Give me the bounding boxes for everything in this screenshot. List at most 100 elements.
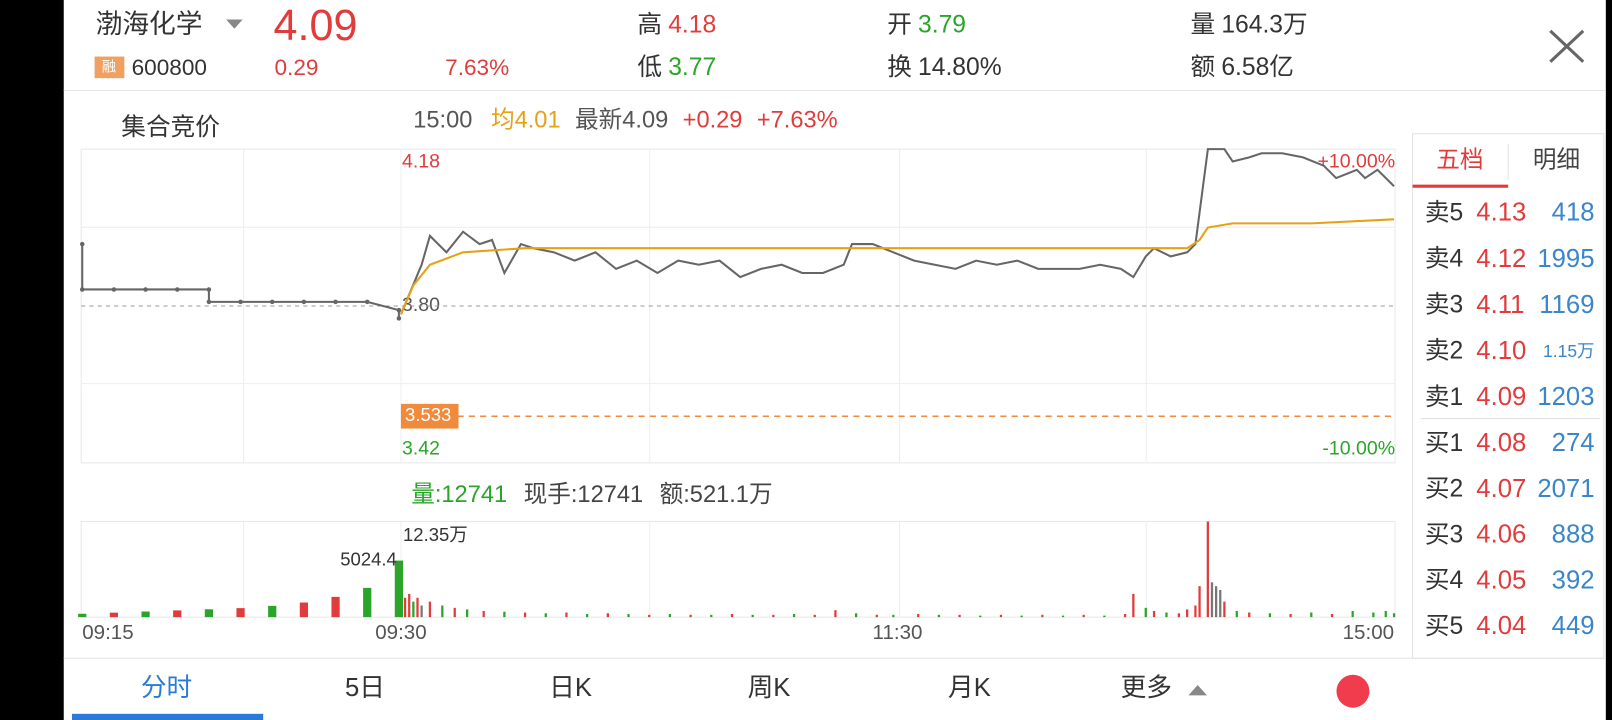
tab[interactable]: 分时 <box>141 673 192 702</box>
price-line <box>81 244 400 319</box>
volume-bar <box>1206 521 1209 618</box>
book-volume: 1203 <box>1537 383 1594 411</box>
stat: 换 14.80% <box>887 52 1002 80</box>
book-volume: 1.15万 <box>1543 341 1594 361</box>
stat-label: 开 <box>887 11 912 38</box>
book-tab[interactable]: 明细 <box>1533 147 1580 174</box>
tag-box <box>94 56 125 79</box>
volume-bar <box>268 605 277 618</box>
reference-label-box <box>400 403 459 429</box>
book-label: 买2 <box>1425 476 1463 503</box>
tab[interactable]: 日K <box>549 674 592 702</box>
plot-frame <box>80 520 1396 618</box>
price-point <box>174 287 180 292</box>
volume-bar <box>78 613 87 618</box>
tab[interactable]: 周K <box>748 674 791 702</box>
reference-label: 3.533 <box>405 404 451 425</box>
x-tick-label: 15:00 <box>1343 621 1394 644</box>
volume-bar <box>412 601 415 618</box>
amount: 额:521.1万 <box>660 481 773 508</box>
tag: 融 <box>102 59 116 76</box>
vol: 量:12741 <box>411 482 507 508</box>
stat-value: 4.18 <box>668 11 716 38</box>
volume-bar <box>204 609 214 618</box>
stat-label: 低 <box>637 52 662 80</box>
volume-bar <box>751 614 754 618</box>
y-tick-label: 3.80 <box>402 294 440 316</box>
volume-bar <box>408 593 411 618</box>
volume-bar <box>466 609 469 618</box>
book-price: 4.13 <box>1476 199 1526 227</box>
volume-bar <box>565 612 568 618</box>
volume-bar <box>834 610 837 618</box>
volume-bar <box>999 614 1003 618</box>
stat: 额 6.58亿 <box>1190 52 1293 80</box>
volume-bar <box>331 596 340 618</box>
volume-bar <box>937 614 941 618</box>
book-volume: 274 <box>1552 429 1595 457</box>
volume-bar <box>1123 614 1127 618</box>
close-icon[interactable] <box>1549 29 1585 63</box>
price-point <box>364 299 370 305</box>
volume-bar <box>173 610 182 618</box>
price-point <box>333 299 338 305</box>
tab[interactable]: 5日 <box>345 674 385 702</box>
x-tick-label: 09:30 <box>375 621 426 644</box>
stat: 开 3.79 <box>887 11 966 38</box>
book-label: 卖3 <box>1425 291 1463 319</box>
annotation: 5024.4 <box>340 548 397 569</box>
volume-bar <box>1198 586 1201 618</box>
stat-value: 3.77 <box>668 53 716 80</box>
dropdown-icon[interactable] <box>226 19 243 29</box>
volume-bar <box>1310 612 1313 618</box>
stat-value: 164.3万 <box>1221 11 1307 38</box>
price-point <box>79 241 85 247</box>
book-price: 4.11 <box>1476 291 1524 319</box>
book-label: 买5 <box>1425 613 1463 640</box>
price-point <box>301 299 307 305</box>
float-button[interactable] <box>1336 674 1370 708</box>
y2-tick-label: +10.00% <box>1318 151 1396 173</box>
tab[interactable]: 月K <box>948 674 991 702</box>
code: 600800 <box>132 55 207 80</box>
volume-bar <box>1392 613 1396 618</box>
panel <box>63 0 1606 720</box>
volume-bar <box>792 614 796 618</box>
y2-tick-label: -10.00% <box>1322 438 1395 460</box>
book-label: 卖4 <box>1425 245 1463 273</box>
volume-bar <box>1235 610 1238 618</box>
book-label: 卖2 <box>1425 337 1463 365</box>
time: 15:00 <box>413 108 472 134</box>
volume-bar <box>544 613 547 618</box>
volume-bar <box>1214 586 1218 618</box>
y-tick-label: 12.35万 <box>403 524 468 545</box>
volume-bar <box>710 614 713 618</box>
volume-bar <box>1210 582 1214 618</box>
tabs: 分时 5日 日K 周K 月K 更多 <box>141 673 1172 702</box>
stat-label: 额 <box>1190 52 1215 80</box>
volume-bar <box>875 614 878 618</box>
tab[interactable]: 更多 <box>1121 673 1172 702</box>
book-price: 4.08 <box>1476 429 1526 457</box>
x-tick-label: 11:30 <box>873 621 923 644</box>
volume-bar <box>1223 601 1226 618</box>
volume-bar <box>141 611 150 618</box>
volume-bar <box>627 614 630 618</box>
book-price: 4.12 <box>1476 245 1526 273</box>
volume-bar <box>1194 605 1197 618</box>
avg-label: 均 <box>491 107 515 134</box>
book-tab[interactable]: 五档 <box>1436 147 1483 174</box>
volume-bar <box>668 614 672 618</box>
price-point <box>79 287 85 292</box>
volume-bar <box>428 601 432 618</box>
volume-bar <box>958 614 961 618</box>
stock-name[interactable]: 渤海化学 <box>96 9 203 39</box>
x-tick-label: 09:15 <box>82 621 133 644</box>
book-price: 4.04 <box>1476 612 1526 640</box>
change: 0.29 <box>274 55 318 80</box>
active-tab-line <box>71 713 264 720</box>
volume-bar <box>416 597 419 618</box>
volume-bar <box>1351 610 1354 618</box>
more-icon[interactable] <box>1188 685 1207 696</box>
volume-bar <box>403 597 407 618</box>
